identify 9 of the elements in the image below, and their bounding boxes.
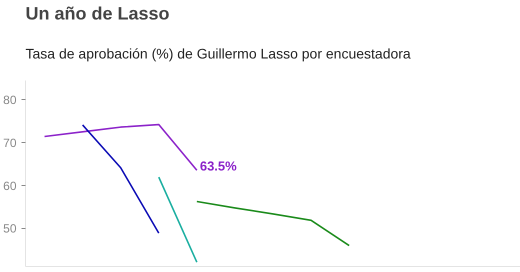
y-tick-label: 80 <box>3 93 17 108</box>
chart-subtitle: Tasa de aprobación (%) de Guillermo Lasso por encuestadora <box>26 46 411 62</box>
y-tick-label: 70 <box>3 136 17 150</box>
y-tick-label: 50 <box>3 222 17 236</box>
y-tick-label: 60 <box>3 178 17 193</box>
line-series <box>196 200 350 246</box>
chart-title: Un año de Lasso <box>26 4 170 24</box>
line-series <box>44 124 198 172</box>
annotation: 63.5% <box>200 158 238 174</box>
